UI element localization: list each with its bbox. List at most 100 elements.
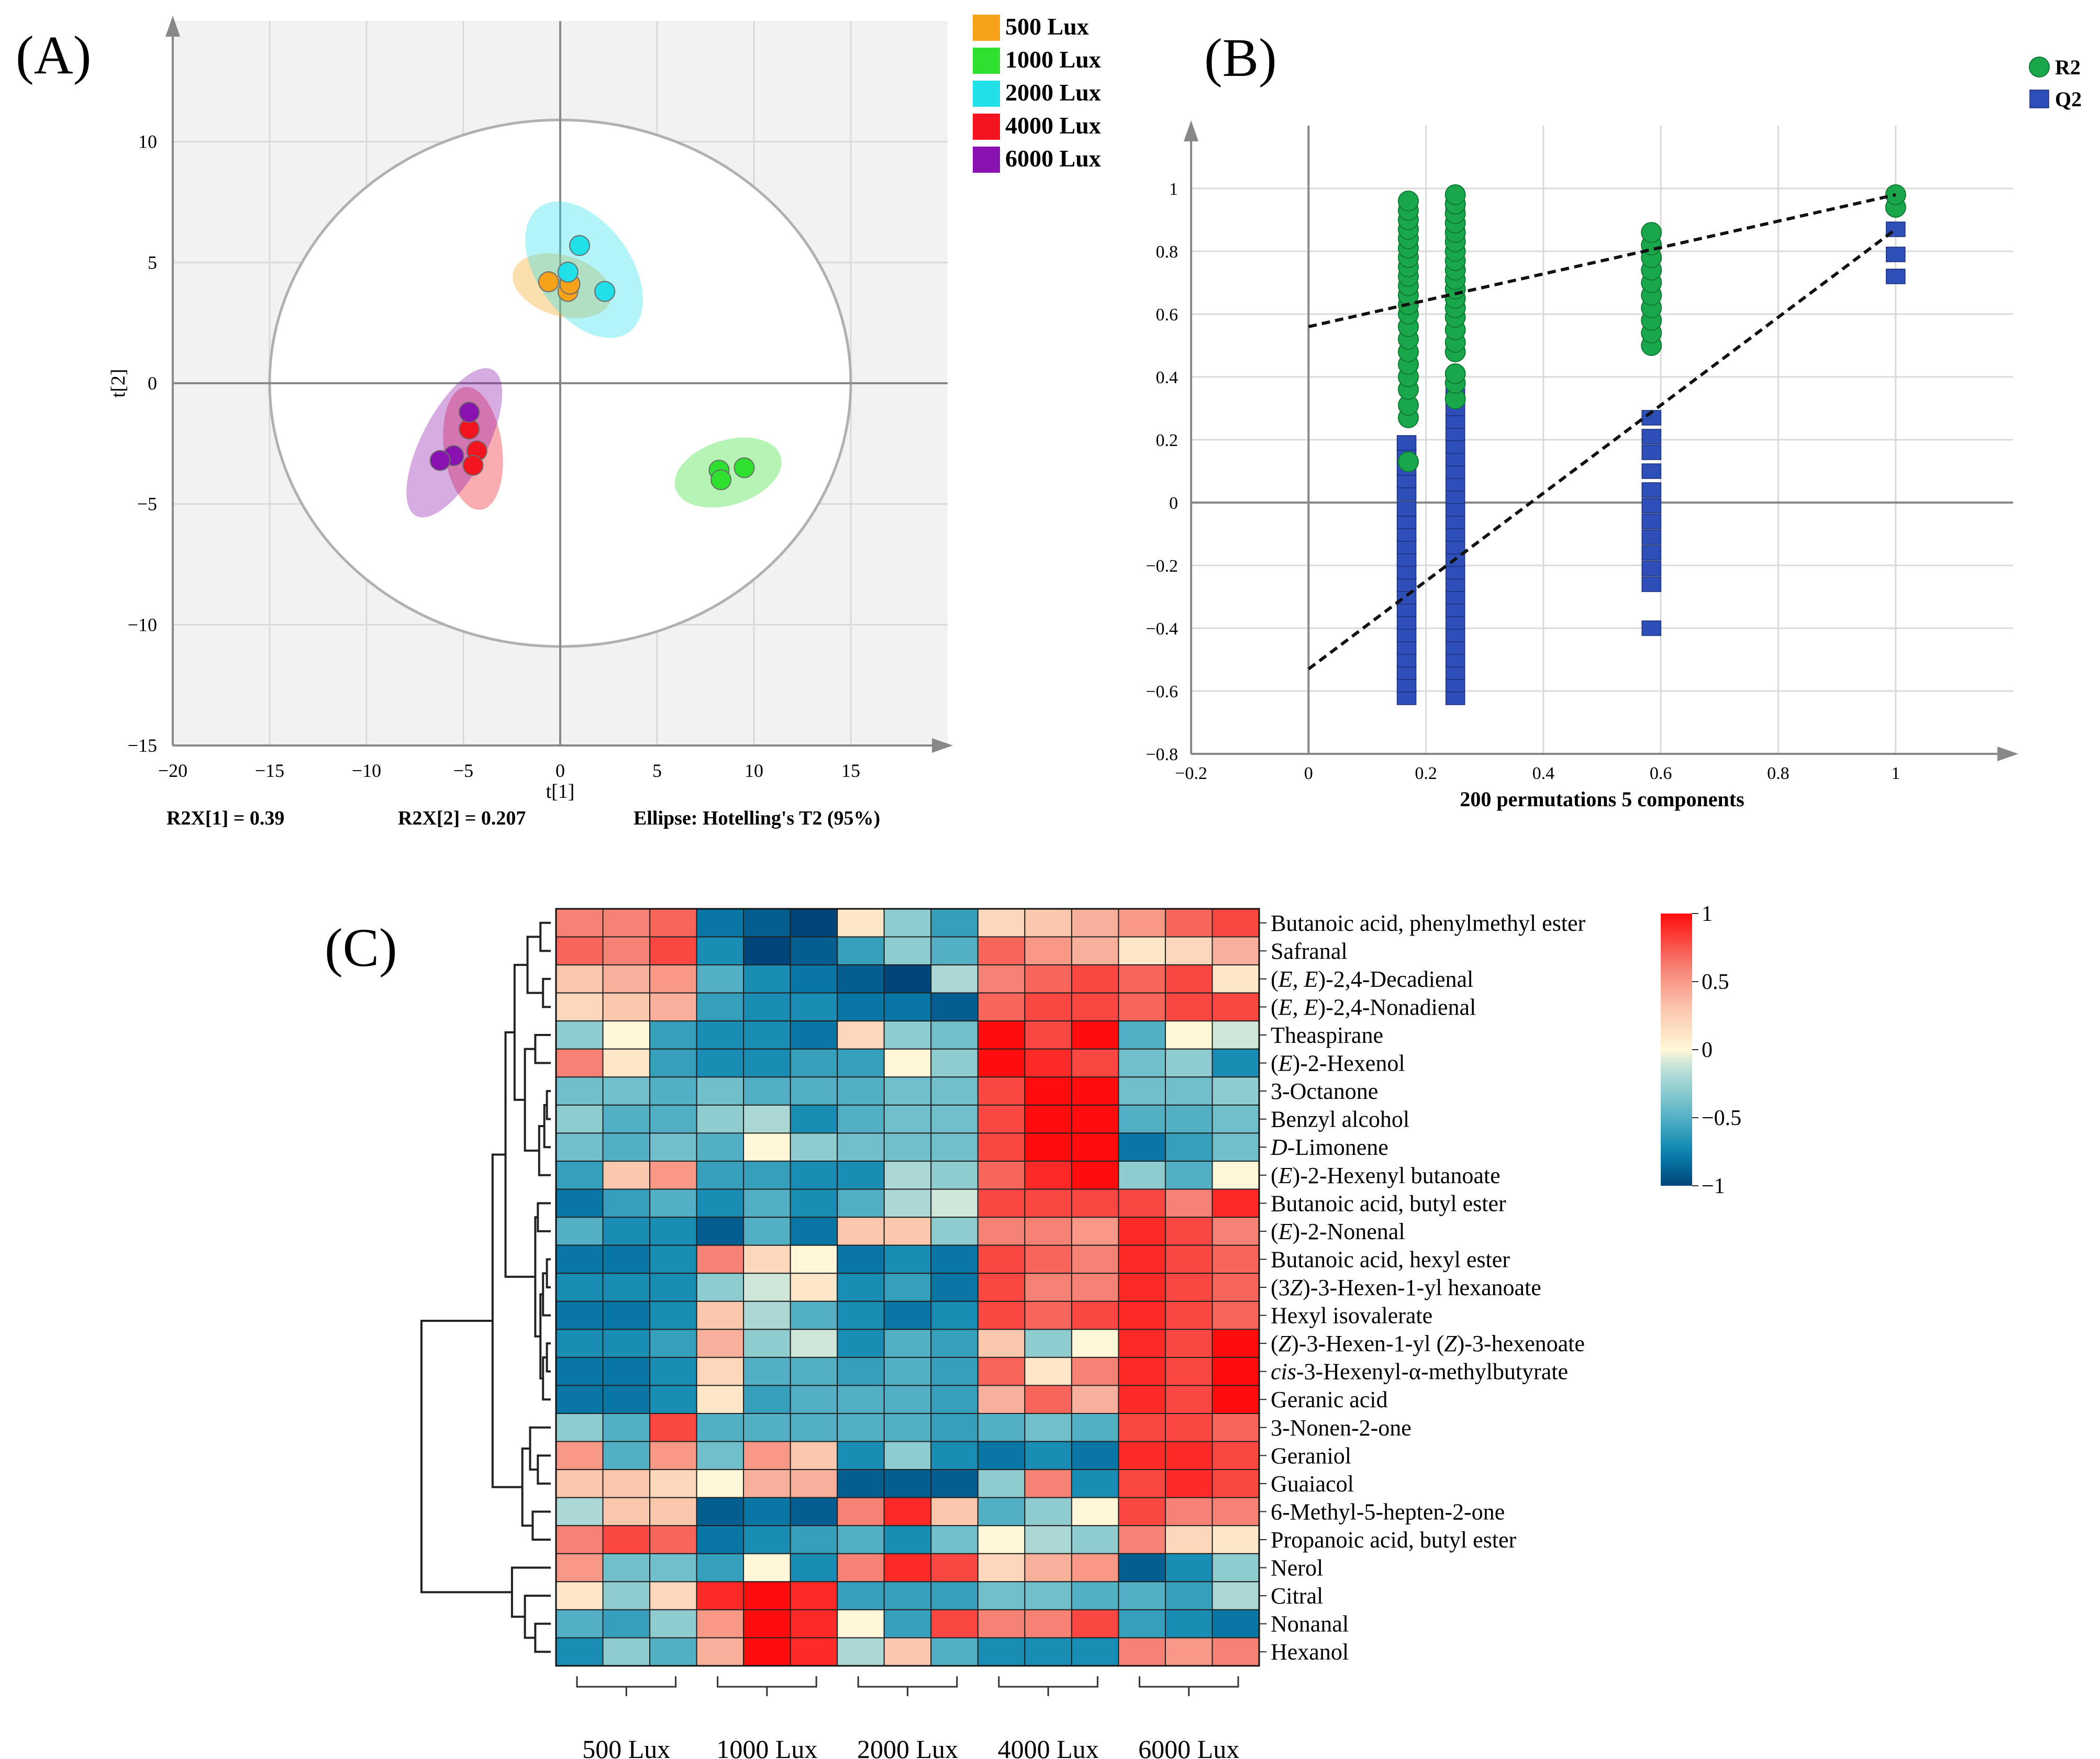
x-axis-arrow [1997, 747, 2018, 761]
heatmap-cell [1071, 1525, 1119, 1554]
x-tick-label: 0.6 [1650, 764, 1672, 783]
heatmap-cell [930, 1553, 979, 1583]
heatmap-cell [837, 1244, 885, 1274]
heatmap-cell [1212, 1356, 1260, 1386]
heatmap-cell [1071, 1048, 1119, 1078]
heatmap-cell [837, 1581, 885, 1610]
heatmap-cell [977, 1244, 1026, 1274]
heatmap-cell [1212, 1609, 1260, 1639]
heatmap-cell [977, 992, 1026, 1022]
group-label: 1000 Lux [716, 1734, 817, 1759]
row-label: (E)-2-Hexenyl butanoate [1271, 1163, 1501, 1188]
heatmap-cell [930, 1609, 979, 1639]
row-label-part: Geraniol [1271, 1443, 1351, 1468]
heatmap-cell [555, 1553, 604, 1583]
x-tick-label: −15 [255, 760, 284, 781]
heatmap-cell [743, 1300, 791, 1330]
heatmap-cell [555, 1104, 604, 1134]
heatmap-cell [977, 1273, 1026, 1302]
heatmap-cell [1024, 1273, 1072, 1302]
score-point [557, 261, 579, 283]
heatmap-cell [696, 964, 745, 994]
heatmap-cell [930, 1413, 979, 1442]
score-point [429, 450, 451, 471]
row-label: (E)-2-Nonenal [1271, 1219, 1405, 1244]
dendrogram-link [510, 1566, 551, 1618]
heatmap-cell [602, 1329, 651, 1358]
heatmap-cell [837, 1104, 885, 1134]
y-tick-label: −10 [128, 614, 157, 635]
score-point [710, 469, 732, 491]
heatmap-cell [1118, 1385, 1166, 1414]
r2-marker [1445, 363, 1466, 384]
heatmap-cell [1024, 1300, 1072, 1330]
score-point [462, 454, 484, 476]
q2-marker [1641, 482, 1661, 498]
heatmap-cell [602, 1609, 651, 1639]
row-label-part: Propanoic acid, butyl ester [1271, 1527, 1517, 1553]
heatmap-cell [930, 1217, 979, 1246]
dendrogram-link [529, 1426, 551, 1471]
row-label-part: )-2-Hexenyl butanoate [1293, 1163, 1501, 1188]
x-axis-arrow [932, 738, 953, 753]
row-label-part: Citral [1271, 1583, 1323, 1609]
heatmap-cell [1164, 1609, 1213, 1639]
heatmap-cell [602, 1161, 651, 1190]
heatmap-cell [1212, 908, 1260, 938]
heatmap-cell [1164, 1217, 1213, 1246]
heatmap-cell [1024, 1469, 1072, 1498]
heatmap-cell [790, 1217, 838, 1246]
heatmap-cell [555, 1161, 604, 1190]
row-label: Safranal [1271, 938, 1348, 964]
heatmap-cell [1071, 1385, 1119, 1414]
heatmap-cell [930, 1525, 979, 1554]
heatmap-cell [1164, 992, 1213, 1022]
row-label: cis-3-Hexenyl-α-methylbutyrate [1271, 1359, 1568, 1385]
panel-label-b: (B) [1204, 28, 1277, 88]
trend-line-q2 [1307, 228, 1897, 671]
q2-marker [1641, 545, 1661, 561]
group-label: 4000 Lux [998, 1734, 1099, 1759]
heatmap-cell [1118, 992, 1166, 1022]
heatmap-cell [1118, 1161, 1166, 1190]
q2-marker [1641, 463, 1661, 479]
legend-swatch [973, 147, 1000, 173]
heatmap-cell [555, 1329, 604, 1358]
x-tick-label: 10 [745, 760, 763, 781]
heatmap-cell [1071, 1329, 1119, 1358]
heatmap-cell [1164, 964, 1213, 994]
row-label-part: )-2-Hexenol [1293, 1051, 1405, 1076]
legend-swatch [973, 48, 1000, 74]
heatmap-cell [743, 1161, 791, 1190]
heatmap-cell [790, 1161, 838, 1190]
row-label: Propanoic acid, butyl ester [1271, 1527, 1517, 1553]
legend-swatch [973, 114, 1000, 140]
heatmap-cell [555, 1609, 604, 1639]
row-label: (E, E)-2,4-Nonadienal [1271, 994, 1476, 1020]
heatmap-cell [743, 1217, 791, 1246]
row-label: 3-Octanone [1271, 1078, 1378, 1104]
heatmap-cell [883, 1581, 932, 1610]
x-axis-label: t[1] [546, 781, 575, 803]
row-label-part: Z [1444, 1331, 1457, 1356]
heatmap-cell [790, 908, 838, 938]
heatmap-cell [930, 1076, 979, 1106]
row-label: Geraniol [1271, 1443, 1351, 1468]
heatmap-cell [1024, 1385, 1072, 1414]
heatmap-cell [602, 1132, 651, 1162]
group-ellipse [525, 201, 643, 338]
row-label: (3Z)-3-Hexen-1-yl hexanoate [1271, 1275, 1541, 1300]
heatmap-cell [930, 1637, 979, 1666]
heatmap-cell [883, 1161, 932, 1190]
y-axis-label: t[2] [107, 369, 129, 398]
heatmap-cell [743, 1076, 791, 1106]
row-label-part: Theaspirane [1271, 1022, 1383, 1048]
row-label-part: 3-Octanone [1271, 1078, 1378, 1104]
heatmap-cell [977, 1553, 1026, 1583]
heatmap-cell [696, 1217, 745, 1246]
y-tick-label: 10 [138, 131, 157, 152]
heatmap-cell [930, 992, 979, 1022]
heatmap-cell [1071, 1161, 1119, 1190]
y-tick-label: 0 [1169, 494, 1178, 513]
heatmap-cell [1212, 1581, 1260, 1610]
